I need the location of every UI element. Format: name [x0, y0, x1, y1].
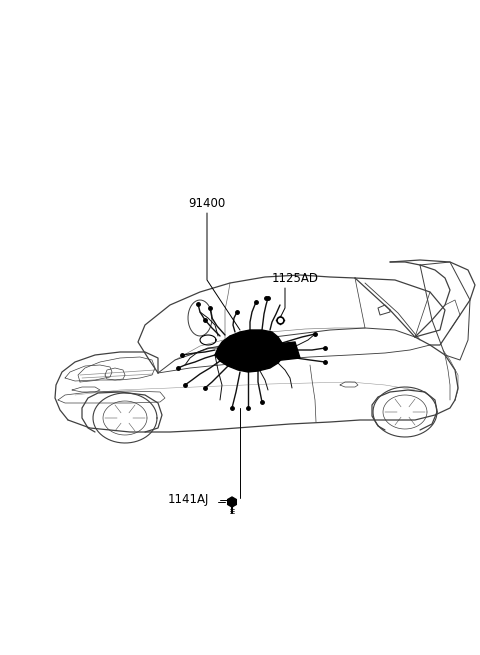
- Polygon shape: [228, 497, 236, 507]
- Text: 1141AJ: 1141AJ: [168, 493, 209, 506]
- Text: 1125AD: 1125AD: [272, 272, 319, 285]
- Polygon shape: [215, 330, 285, 372]
- Polygon shape: [268, 342, 300, 361]
- Text: 91400: 91400: [188, 197, 225, 210]
